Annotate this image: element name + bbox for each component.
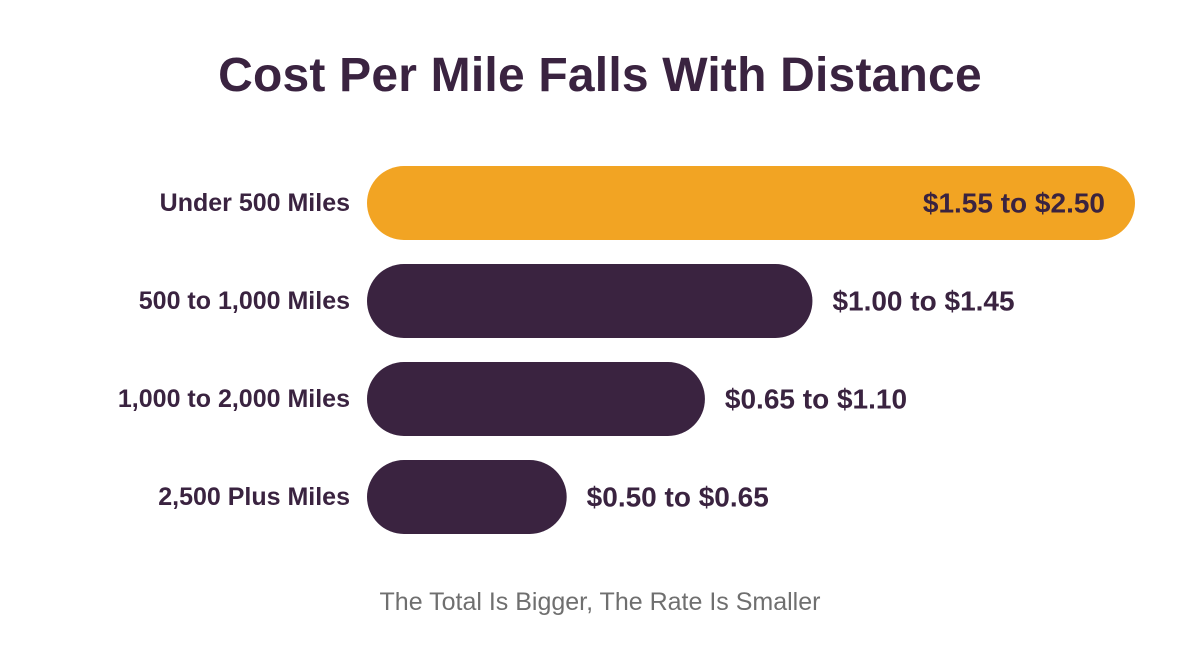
value-label: $0.65 to $1.10	[725, 384, 907, 415]
bar	[367, 362, 705, 436]
category-label: 1,000 to 2,000 Miles	[118, 385, 350, 413]
value-label: $1.00 to $1.45	[832, 286, 1014, 317]
value-label: $1.55 to $2.50	[923, 188, 1105, 219]
chart-title: Cost Per Mile Falls With Distance	[218, 49, 982, 102]
bar-highlight	[367, 166, 1135, 240]
category-label: 500 to 1,000 Miles	[139, 287, 350, 315]
bar	[367, 264, 813, 338]
chart-caption: The Total Is Bigger, The Rate Is Smaller	[379, 588, 821, 616]
value-label: $0.50 to $0.65	[587, 482, 769, 513]
category-label: 2,500 Plus Miles	[158, 483, 350, 511]
category-label: Under 500 Miles	[160, 189, 350, 217]
bar	[367, 460, 567, 534]
